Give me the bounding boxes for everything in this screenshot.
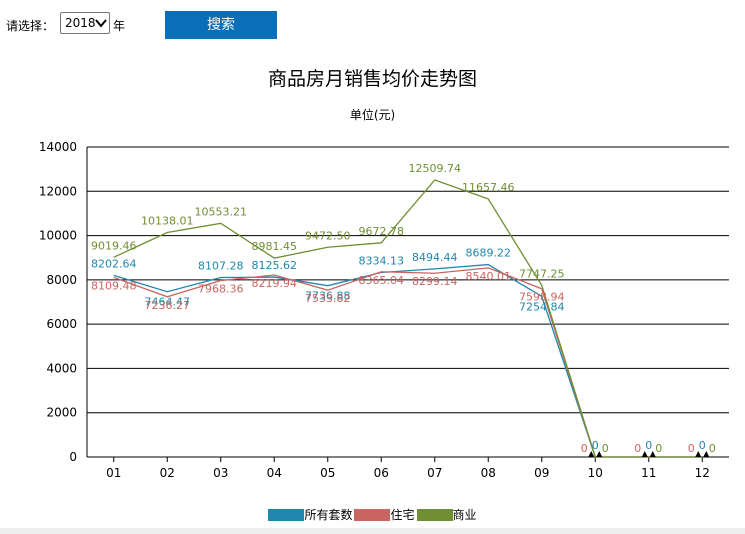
search-button[interactable]: 搜索 — [165, 11, 277, 39]
x-tick-label: 12 — [695, 466, 710, 480]
y-tick-label: 4000 — [46, 361, 77, 375]
legend-label: 商业 — [452, 508, 477, 522]
data-label: 8365.04 — [359, 274, 405, 287]
chart-subtitle: 单位(元) — [349, 108, 396, 122]
data-label: 7736.88 — [305, 290, 351, 303]
data-label: 0 — [592, 439, 599, 452]
data-label: 0 — [688, 442, 695, 455]
y-tick-label: 10000 — [39, 229, 77, 243]
x-tick-label: 03 — [213, 466, 228, 480]
data-label: 0 — [709, 442, 716, 455]
data-label: 11657.46 — [462, 181, 515, 194]
series-line-3 — [113, 179, 703, 458]
series-line-2 — [113, 267, 703, 458]
legend-item[interactable]: 商业 — [416, 506, 477, 523]
chart-legend: 所有套数 住宅 商业 — [0, 506, 745, 524]
data-label: 7968.36 — [198, 283, 244, 296]
data-label: 10138.01 — [141, 215, 194, 228]
legend-swatch — [416, 508, 453, 521]
data-label: 8125.62 — [252, 259, 298, 272]
data-label: 7533.82 — [305, 292, 351, 305]
data-label: 12509.74 — [409, 162, 462, 175]
y-tick-label: 6000 — [46, 317, 77, 331]
x-tick-label: 04 — [267, 466, 282, 480]
legend-swatch — [268, 508, 305, 521]
point-marker — [649, 451, 656, 457]
data-label: 10553.21 — [195, 205, 248, 218]
legend-label: 所有套数 — [304, 508, 353, 522]
x-tick-label: 07 — [427, 466, 442, 480]
data-label: 8981.45 — [252, 240, 298, 253]
legend-label: 住宅 — [390, 508, 415, 522]
data-label: 8219.94 — [252, 277, 298, 290]
x-tick-label: 11 — [641, 466, 656, 480]
x-tick-label: 10 — [588, 466, 603, 480]
data-label: 9672.78 — [359, 225, 405, 238]
y-tick-label: 14000 — [39, 140, 77, 154]
data-label: 0 — [645, 439, 652, 452]
legend-item[interactable]: 所有套数 — [268, 506, 352, 523]
y-tick-label: 8000 — [46, 273, 77, 287]
data-label: 0 — [634, 442, 641, 455]
data-label: 8202.64 — [91, 257, 137, 270]
data-label: 8494.44 — [412, 251, 458, 264]
select-label: 请选择： — [6, 19, 55, 33]
x-tick-label: 05 — [320, 466, 335, 480]
footer-bar — [0, 528, 745, 534]
data-label: 0 — [581, 442, 588, 455]
point-marker — [596, 451, 603, 457]
year-select-value: 2018 — [65, 16, 96, 30]
data-label: 0 — [602, 442, 609, 455]
toolbar: 请选择： 2018 年 搜索 — [0, 0, 745, 50]
x-tick-label: 02 — [160, 466, 175, 480]
data-label: 7598.94 — [519, 291, 565, 304]
chevron-down-icon — [95, 19, 107, 28]
point-marker — [695, 451, 702, 457]
data-label: 8299.14 — [412, 275, 458, 288]
data-label: 8334.13 — [359, 254, 405, 267]
year-select[interactable]: 2018 — [60, 12, 110, 34]
data-label: 8540.01 — [466, 270, 512, 283]
year-suffix: 年 — [113, 19, 126, 33]
x-tick-label: 09 — [534, 466, 549, 480]
data-label: 0 — [655, 442, 662, 455]
data-label: 8107.28 — [198, 259, 244, 272]
y-tick-label: 2000 — [46, 406, 77, 420]
data-label: 7254.84 — [519, 300, 565, 313]
x-tick-label: 06 — [374, 466, 389, 480]
point-marker — [703, 451, 710, 457]
data-label: 8689.22 — [466, 247, 512, 260]
legend-item[interactable]: 住宅 — [354, 506, 415, 523]
data-label: 7747.25 — [519, 267, 565, 280]
data-label: 8109.48 — [91, 279, 137, 292]
data-label: 0 — [699, 439, 706, 452]
point-marker — [588, 451, 595, 457]
point-marker — [641, 451, 648, 457]
data-label: 9472.50 — [305, 229, 351, 242]
legend-swatch — [354, 508, 391, 521]
data-label: 9019.46 — [91, 239, 137, 252]
x-tick-label: 08 — [481, 466, 496, 480]
data-label: 7464.47 — [145, 296, 191, 309]
y-tick-label: 12000 — [39, 184, 77, 198]
y-tick-label: 0 — [69, 450, 77, 464]
data-label: 7236.27 — [145, 299, 191, 312]
chart-title: 商品房月销售均价走势图 — [267, 68, 477, 90]
x-tick-label: 01 — [106, 466, 121, 480]
